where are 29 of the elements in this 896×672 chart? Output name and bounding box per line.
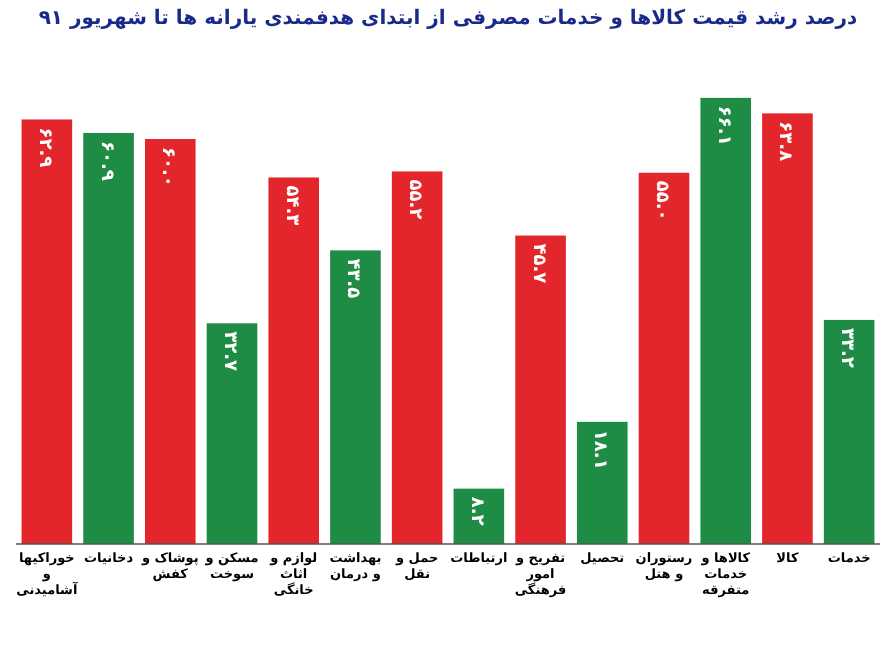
bar [638,172,690,544]
data-label: ۳۲.۷ [219,331,239,373]
data-label: ۴۵.۷ [527,243,548,285]
data-label: ۶۰.۰ [157,147,178,187]
data-label: ۶۰.۹ [95,140,116,182]
bar [576,421,628,544]
data-label: ۵۵.۰ [651,180,671,221]
data-label: ۱۸.۱ [589,429,610,470]
bar [144,139,196,544]
data-label: ۶۶.۱ [712,105,733,146]
data-label: ۶۲.۹ [33,127,54,169]
bar [453,488,505,544]
chart-title: درصد رشد قیمت کالاها و خدمات مصرفی از ابتدای هدفمندی یارانه ها تا شهریور ۹۱ [36,8,860,30]
data-label: ۴۳.۵ [342,258,363,300]
bar [268,177,320,544]
bar [762,113,813,544]
data-label: ۳۳.۲ [836,327,857,369]
data-label: ۵۵.۲ [404,179,425,221]
bar [83,132,134,544]
data-label: ۶۳.۸ [774,121,795,163]
bar [391,171,443,544]
data-label: ۵۴.۳ [280,185,301,227]
bar [206,323,258,544]
bar [700,97,752,544]
bar [515,235,566,544]
bar [330,250,381,544]
bar [823,319,875,544]
data-label: ۸.۲ [465,496,486,527]
bar [21,119,73,544]
